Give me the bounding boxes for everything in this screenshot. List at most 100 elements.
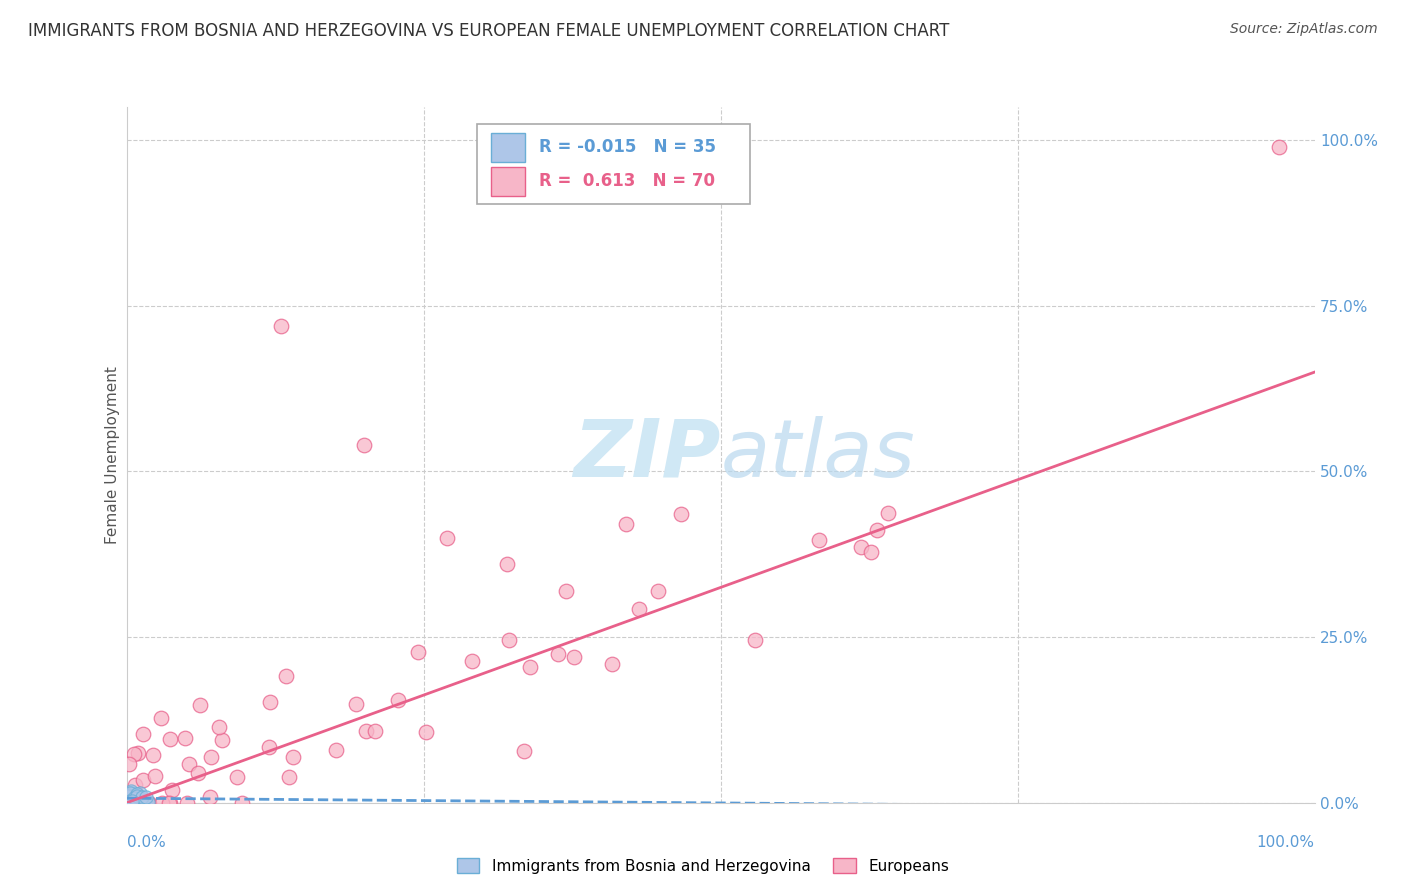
Point: [118, 794, 141, 808]
Point: [117, 795, 139, 809]
Point: [117, 788, 139, 802]
Point: [125, 796, 148, 810]
Point: [346, 697, 368, 711]
Point: [118, 793, 141, 807]
Point: [159, 732, 181, 747]
Point: [415, 724, 437, 739]
Point: [132, 793, 155, 807]
Point: [120, 789, 142, 804]
Point: [129, 786, 152, 800]
Point: [131, 794, 153, 808]
Point: [866, 524, 889, 538]
Text: R = -0.015   N = 35: R = -0.015 N = 35: [538, 138, 716, 156]
Point: [150, 796, 173, 810]
Point: [859, 545, 882, 559]
Point: [131, 792, 153, 806]
Point: [125, 796, 148, 810]
Point: [259, 695, 281, 709]
Point: [129, 795, 152, 809]
Y-axis label: Female Unemployment: Female Unemployment: [104, 366, 120, 544]
Text: Source: ZipAtlas.com: Source: ZipAtlas.com: [1230, 22, 1378, 37]
Point: [157, 796, 180, 810]
Point: [115, 788, 138, 802]
Point: [145, 768, 167, 782]
FancyBboxPatch shape: [477, 124, 751, 204]
Point: [600, 657, 623, 671]
Point: [125, 789, 148, 804]
Point: [115, 791, 138, 805]
Point: [211, 732, 233, 747]
Point: [851, 541, 873, 555]
Text: ZIP: ZIP: [574, 416, 720, 494]
Point: [125, 792, 148, 806]
Point: [744, 633, 766, 648]
Point: [628, 602, 651, 616]
Point: [127, 747, 149, 761]
Point: [117, 796, 139, 810]
Point: [127, 794, 149, 808]
Point: [353, 438, 375, 452]
Point: [124, 778, 146, 792]
Point: [131, 790, 153, 805]
Point: [354, 724, 377, 739]
Point: [120, 787, 142, 801]
Point: [187, 765, 209, 780]
Point: [121, 795, 143, 809]
Legend: Immigrants from Bosnia and Herzegovina, Europeans: Immigrants from Bosnia and Herzegovina, …: [450, 852, 956, 880]
Point: [122, 794, 145, 808]
Point: [122, 747, 145, 761]
Text: R =  0.613   N = 70: R = 0.613 N = 70: [538, 172, 714, 191]
Point: [436, 531, 458, 545]
Point: [122, 791, 145, 805]
Point: [277, 770, 299, 784]
Point: [120, 784, 142, 798]
Point: [138, 796, 160, 810]
Point: [198, 789, 221, 804]
Point: [174, 731, 197, 746]
Point: [495, 558, 517, 572]
Point: [118, 794, 141, 808]
Point: [276, 669, 298, 683]
Point: [498, 633, 520, 648]
Point: [132, 796, 155, 810]
Point: [555, 583, 578, 598]
Point: [118, 796, 141, 810]
Point: [179, 757, 201, 772]
Point: [118, 756, 141, 771]
Point: [669, 508, 692, 522]
Point: [159, 796, 181, 810]
Point: [117, 794, 139, 808]
Text: 0.0%: 0.0%: [127, 836, 166, 850]
Point: [149, 711, 172, 725]
FancyBboxPatch shape: [491, 167, 524, 196]
Point: [387, 693, 409, 707]
FancyBboxPatch shape: [491, 133, 524, 162]
Point: [115, 789, 138, 804]
Point: [136, 795, 159, 809]
Point: [208, 720, 231, 734]
Point: [512, 744, 534, 758]
Point: [142, 748, 165, 763]
Point: [877, 506, 900, 520]
Point: [259, 739, 281, 754]
Point: [461, 654, 484, 668]
Point: [121, 787, 143, 801]
Point: [270, 318, 292, 333]
Point: [160, 782, 183, 797]
Point: [325, 743, 347, 757]
Text: IMMIGRANTS FROM BOSNIA AND HERZEGOVINA VS EUROPEAN FEMALE UNEMPLOYMENT CORRELATI: IMMIGRANTS FROM BOSNIA AND HERZEGOVINA V…: [28, 22, 949, 40]
Point: [136, 796, 159, 810]
Point: [807, 533, 830, 547]
Point: [547, 647, 569, 661]
Point: [135, 789, 157, 804]
Point: [124, 796, 146, 810]
Point: [1268, 140, 1291, 154]
Point: [188, 698, 211, 712]
Point: [120, 786, 142, 800]
Point: [519, 660, 541, 674]
Text: 100.0%: 100.0%: [1257, 836, 1315, 850]
Point: [132, 773, 155, 788]
Point: [132, 727, 155, 741]
Point: [406, 645, 429, 659]
Point: [125, 787, 148, 801]
